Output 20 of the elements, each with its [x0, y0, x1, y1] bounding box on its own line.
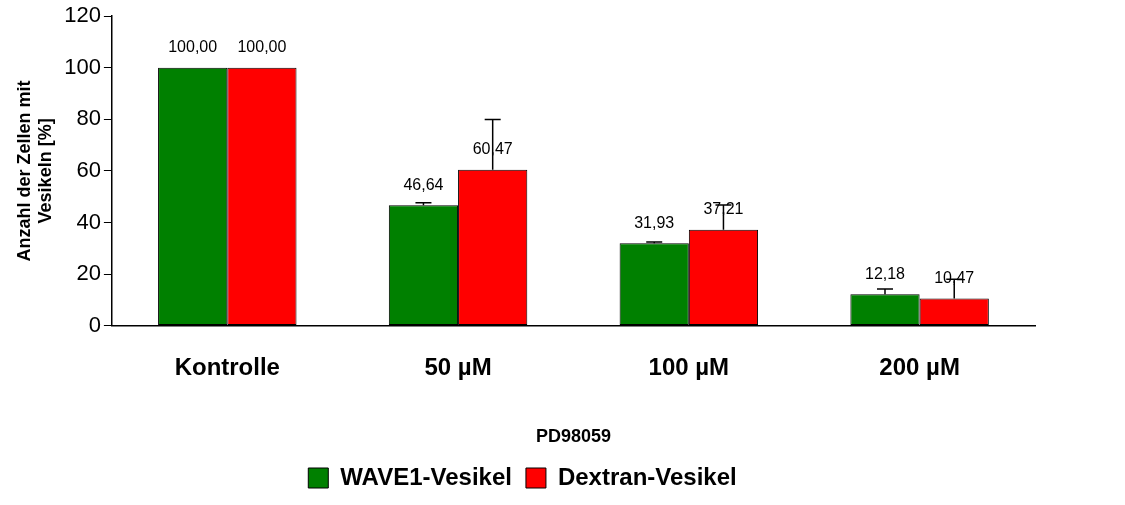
y-tick-label: 120	[64, 2, 101, 28]
text: 100,00	[237, 38, 287, 56]
y-tick-label: 20	[76, 260, 101, 286]
x-axis-title: PD98059	[535, 426, 611, 447]
text: 100,00	[168, 38, 218, 56]
legend-label: WAVE1-Vesikel	[340, 462, 512, 490]
y-tick-label: 80	[76, 105, 101, 131]
y-tick-label: 60	[76, 156, 101, 182]
x-tick-label: Kontrolle	[174, 352, 280, 380]
y-axis-title: Anzahl der Zellen mit Vesikeln [%]	[13, 80, 56, 262]
text: 12,18	[864, 264, 906, 282]
x-tick-label: 100 µM	[648, 352, 730, 380]
legend-label: Dextran-Vesikel	[557, 462, 737, 490]
y-tick-label: 0	[88, 311, 101, 337]
x-tick-label: 50 µM	[424, 352, 492, 380]
x-tick-label: 200 µM	[879, 352, 960, 380]
text: 46,64	[403, 175, 444, 193]
y-tick-label: 100	[64, 53, 101, 79]
text: 31,93	[634, 213, 675, 231]
y-tick-label: 40	[76, 208, 101, 234]
